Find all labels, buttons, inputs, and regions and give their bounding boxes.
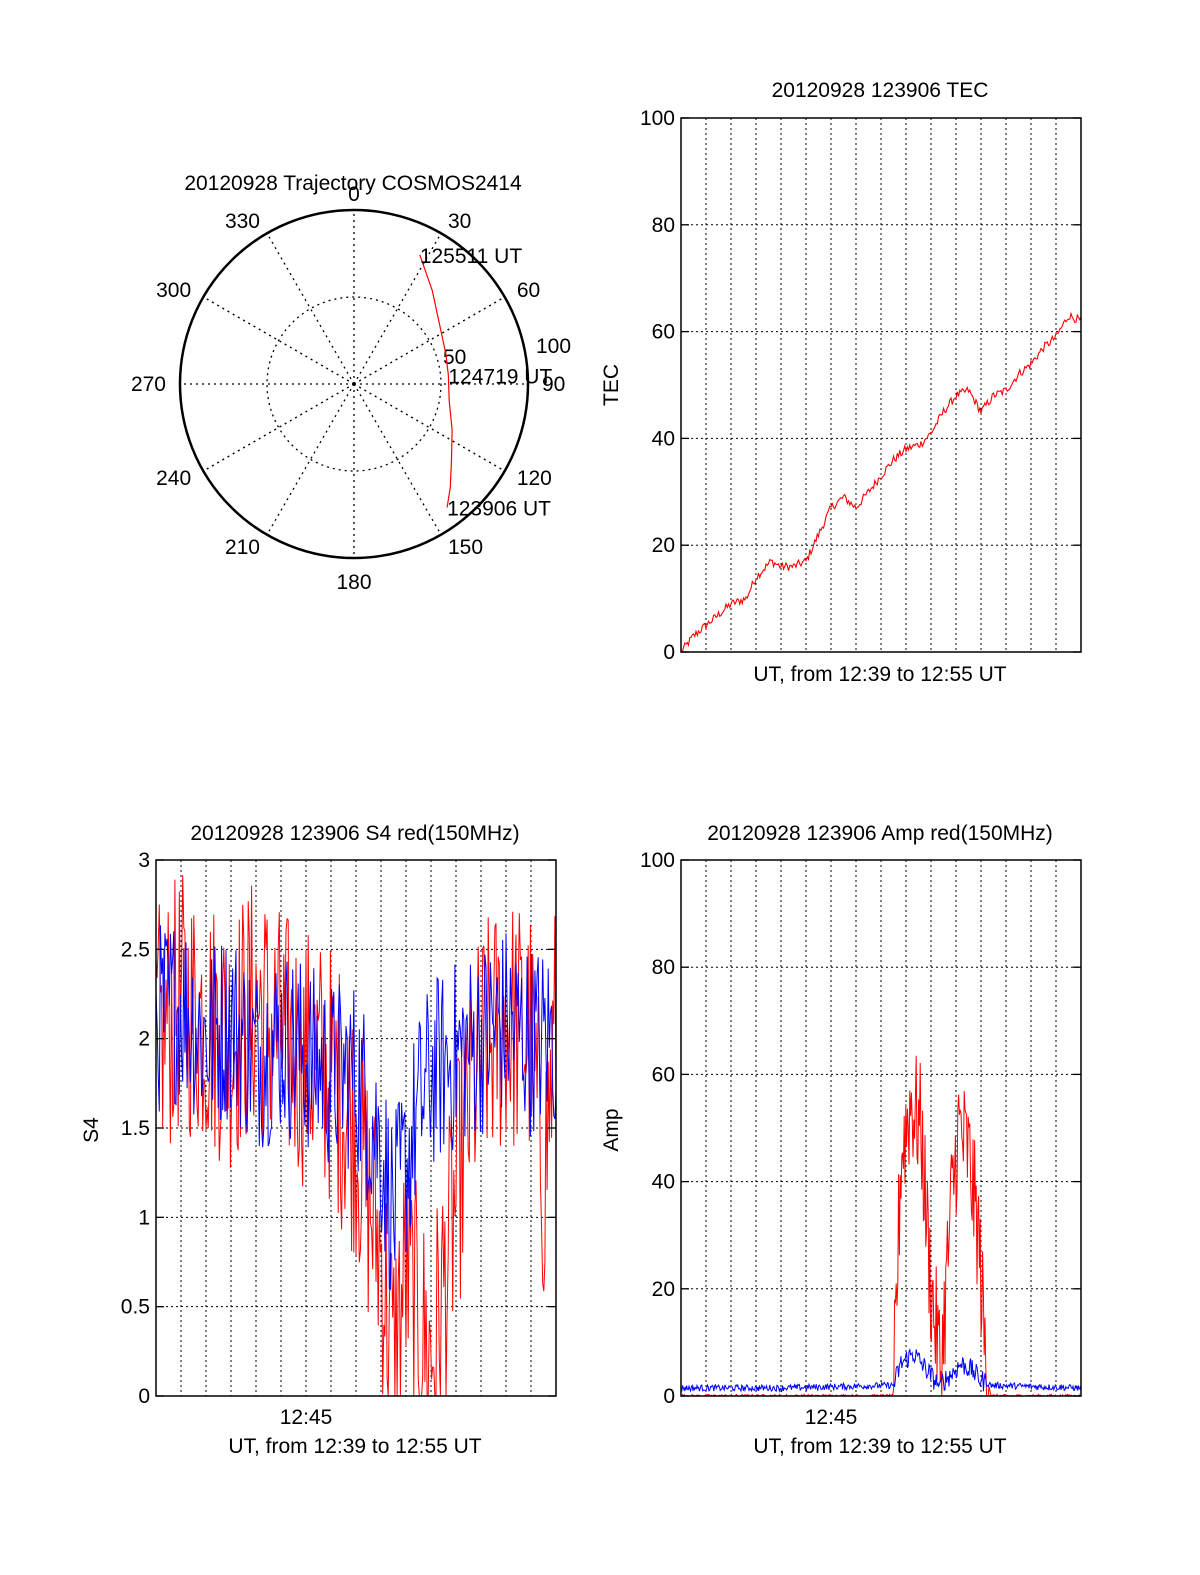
s4-ylabel: S4 xyxy=(80,1117,103,1143)
polar-inner-ring xyxy=(266,296,442,472)
plot-frame xyxy=(680,117,1082,653)
y-tick-label: 0 xyxy=(663,641,675,664)
x-tick-label: 12:45 xyxy=(280,1406,333,1429)
plot-frame xyxy=(680,859,1082,1397)
polar-spoke xyxy=(266,232,355,385)
y-tick-label: 1.5 xyxy=(121,1117,150,1140)
polar-angle-tick-240: 240 xyxy=(156,467,191,490)
polar-angle-tick-300: 300 xyxy=(156,279,191,302)
polar-grid xyxy=(180,210,528,558)
polar-radial-ticks: 50 100 xyxy=(443,335,571,369)
polar-annotation: 124719 UT xyxy=(448,366,552,389)
tec-title: 20120928 123906 TEC xyxy=(772,79,989,102)
polar-outer-circle xyxy=(178,208,530,560)
polar-spoke xyxy=(266,383,355,536)
polar-spoke xyxy=(353,296,506,385)
polar-spoke xyxy=(353,383,506,472)
y-tick-label: 20 xyxy=(652,534,675,557)
series-line-1 xyxy=(680,1348,1082,1394)
series-line-1 xyxy=(155,925,557,1291)
s4-panel: 20120928 123906 S4 red(150MHz) UT, from … xyxy=(80,822,557,1458)
y-tick-label: 0.5 xyxy=(121,1296,150,1319)
polar-radial-tick-50: 50 xyxy=(443,346,466,369)
y-tick-label: 1 xyxy=(138,1206,150,1229)
polar-angle-tick-60: 60 xyxy=(517,279,540,302)
y-tick-label: 0 xyxy=(138,1385,150,1408)
polar-radial-tick-100: 100 xyxy=(536,335,571,358)
polar-angle-tick-180: 180 xyxy=(336,571,371,594)
polar-angle-tick-150: 150 xyxy=(448,536,483,559)
polar-trajectory-line xyxy=(419,254,453,508)
polar-angle-tick-0: 0 xyxy=(348,183,360,206)
polar-spoke xyxy=(202,383,355,472)
y-tick-label: 100 xyxy=(640,849,675,872)
y-tick-label: 40 xyxy=(652,427,675,450)
amp-title: 20120928 123906 Amp red(150MHz) xyxy=(707,822,1053,845)
y-tick-label: 60 xyxy=(652,1063,675,1086)
series-line-0 xyxy=(155,875,557,1397)
y-tick-label: 20 xyxy=(652,1278,675,1301)
y-tick-label: 40 xyxy=(652,1171,675,1194)
amp-panel: 20120928 123906 Amp red(150MHz) UT, from… xyxy=(600,822,1082,1458)
y-tick-label: 80 xyxy=(652,956,675,979)
polar-angle-tick-330: 330 xyxy=(225,210,260,233)
tec-xlabel: UT, from 12:39 to 12:55 UT xyxy=(753,663,1006,686)
polar-angle-tick-270: 270 xyxy=(131,373,166,396)
polar-spoke xyxy=(202,296,355,385)
polar-annotation: 123906 UT xyxy=(447,498,551,521)
polar-spoke xyxy=(353,383,442,536)
polar-angle-ticks: 0 30 60 90 120 150 180 210 240 270 300 330 xyxy=(131,183,565,594)
polar-angle-tick-210: 210 xyxy=(225,536,260,559)
y-tick-label: 3 xyxy=(138,849,150,872)
polar-annotation: 125511 UT xyxy=(420,245,523,268)
y-tick-label: 2 xyxy=(138,1028,150,1051)
polar-trajectory-panel: 20120928 Trajectory COSMOS2414 030609012… xyxy=(131,172,571,594)
amp-xlabel: UT, from 12:39 to 12:55 UT xyxy=(753,1435,1006,1458)
polar-spoke xyxy=(353,232,442,385)
tec-panel: 20120928 123906 TEC UT, from 12:39 to 12… xyxy=(600,79,1082,686)
y-tick-label: 0 xyxy=(663,1385,675,1408)
y-tick-label: 80 xyxy=(652,214,675,237)
polar-angle-tick-30: 30 xyxy=(448,210,471,233)
s4-xlabel: UT, from 12:39 to 12:55 UT xyxy=(228,1435,481,1458)
y-tick-label: 2.5 xyxy=(121,938,150,961)
polar-annotations: 125511 UT 124719 UT 123906 UT xyxy=(420,245,553,521)
polar-angle-tick-120: 120 xyxy=(517,467,552,490)
polar-title: 20120928 Trajectory COSMOS2414 xyxy=(184,172,522,195)
s4-title: 20120928 123906 S4 red(150MHz) xyxy=(190,822,519,845)
polar-angle-tick-90: 90 xyxy=(542,373,565,396)
series-line-0 xyxy=(680,311,1082,654)
y-tick-label: 60 xyxy=(652,321,675,344)
y-tick-label: 100 xyxy=(640,107,675,130)
x-tick-label: 12:45 xyxy=(805,1406,858,1429)
polar-series xyxy=(419,254,453,508)
amp-ylabel: Amp xyxy=(600,1108,623,1151)
tec-ylabel: TEC xyxy=(600,364,623,406)
